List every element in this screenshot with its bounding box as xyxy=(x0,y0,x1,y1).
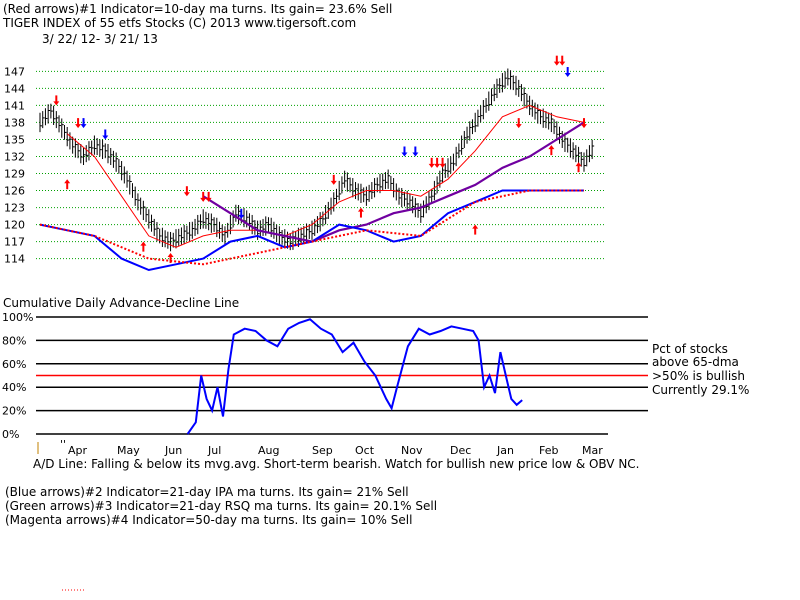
red-arrow-icon xyxy=(553,55,560,66)
indicator-red-arrows-caption: (Red arrows)#1 Indicator=10-day ma turns… xyxy=(3,2,393,16)
y-tick-label: 141 xyxy=(4,99,25,112)
ad-line-title: Cumulative Daily Advance-Decline Line xyxy=(3,296,240,310)
blue-arrow-icon xyxy=(401,146,408,157)
month-label: Mar xyxy=(582,444,603,457)
red-arrow-icon xyxy=(357,207,364,218)
red-arrow-icon xyxy=(559,55,566,66)
pct-tick-label: 20% xyxy=(2,405,26,418)
pct-label-1: Pct of stocks xyxy=(652,342,728,356)
month-label: Jul xyxy=(207,444,221,457)
pct-tick-label: 80% xyxy=(2,334,26,347)
pct-label-2: above 65-dma xyxy=(652,355,739,369)
y-tick-label: 126 xyxy=(4,185,25,198)
chart-title: TIGER INDEX of 55 etfs Stocks (C) 2013 w… xyxy=(3,16,357,30)
month-label: Sep xyxy=(312,444,333,457)
month-label: Feb xyxy=(539,444,558,457)
red-arrow-icon xyxy=(183,186,190,197)
red-arrow-icon xyxy=(472,224,479,235)
blue-arrow-icon xyxy=(80,118,87,129)
y-tick-label: 114 xyxy=(4,253,25,266)
month-label: Nov xyxy=(401,444,423,457)
red-arrow-icon xyxy=(205,191,212,202)
red-arrow-icon xyxy=(140,241,147,252)
ad-line-comment: A/D Line: Falling & below its mvg.avg. S… xyxy=(33,457,640,471)
red-arrow-icon xyxy=(434,157,441,168)
red-dot-mark xyxy=(62,589,86,591)
month-label: Apr xyxy=(68,444,88,457)
pct-tick-label: 40% xyxy=(2,381,26,394)
red-arrow-icon xyxy=(515,118,522,129)
magenta-arrows-caption: (Magenta arrows)#4 Indicator=50-day ma t… xyxy=(5,513,413,527)
green-arrows-caption: (Green arrows)#3 Indicator=21-day RSQ ma… xyxy=(5,499,438,513)
y-tick-label: 123 xyxy=(4,202,25,215)
date-range: 3/ 22/ 12- 3/ 21/ 13 xyxy=(42,32,158,46)
blue-arrow-icon xyxy=(412,146,419,157)
month-label: Dec xyxy=(450,444,471,457)
month-label: Oct xyxy=(355,444,375,457)
y-tick-label: 132 xyxy=(4,150,25,163)
red-arrow-icon xyxy=(581,118,587,129)
pct-label-4: Currently 29.1% xyxy=(652,383,750,397)
red-arrow-icon xyxy=(548,145,555,156)
red-arrow-icon xyxy=(428,157,435,168)
series-red-ma xyxy=(66,104,585,248)
pct-tick-label: 60% xyxy=(2,358,26,371)
red-arrow-icon xyxy=(167,252,174,263)
pct-chart: 100% 80% 60% 40% 20% 0% '' Apr May Jun Jul Aug Sep Oc… xyxy=(2,311,648,457)
y-tick-label: 138 xyxy=(4,116,25,129)
red-arrow-icon xyxy=(200,191,207,202)
series-dotted-ma xyxy=(39,189,584,266)
blue-arrow-icon xyxy=(238,208,245,219)
blue-arrow-icon xyxy=(102,129,109,140)
y-tick-label: 117 xyxy=(4,236,25,249)
month-label: May xyxy=(117,444,140,457)
y-tick-label: 147 xyxy=(4,65,25,78)
month-label: Jun xyxy=(164,444,182,457)
red-arrow-icon xyxy=(64,179,71,190)
y-tick-label: 144 xyxy=(4,82,25,95)
red-arrow-icon xyxy=(575,162,582,173)
red-arrow-icon xyxy=(75,118,82,129)
red-arrow-icon xyxy=(439,157,446,168)
blue-arrow-icon xyxy=(564,67,571,78)
month-label: Aug xyxy=(258,444,279,457)
y-tick-label: 120 xyxy=(4,219,25,232)
pct-tick-label: 100% xyxy=(2,311,33,324)
red-arrow-icon xyxy=(330,174,337,185)
blue-arrows-caption: (Blue arrows)#2 Indicator=21-day IPA ma … xyxy=(5,485,409,499)
pct-series-line xyxy=(186,318,523,435)
y-tick-label: 135 xyxy=(4,133,25,146)
pct-tick-label: 0% xyxy=(2,428,19,441)
red-arrow-icon xyxy=(53,95,60,106)
price-chart: 147 144 141 138 135 132 129 126 123 120 117 114 xyxy=(4,55,604,272)
series-purple-ma xyxy=(202,121,585,243)
start-tick-label: '' xyxy=(60,438,66,451)
y-tick-label: 129 xyxy=(4,168,25,181)
month-label: Jan xyxy=(496,444,514,457)
pct-label-3: >50% is bullish xyxy=(652,369,746,383)
